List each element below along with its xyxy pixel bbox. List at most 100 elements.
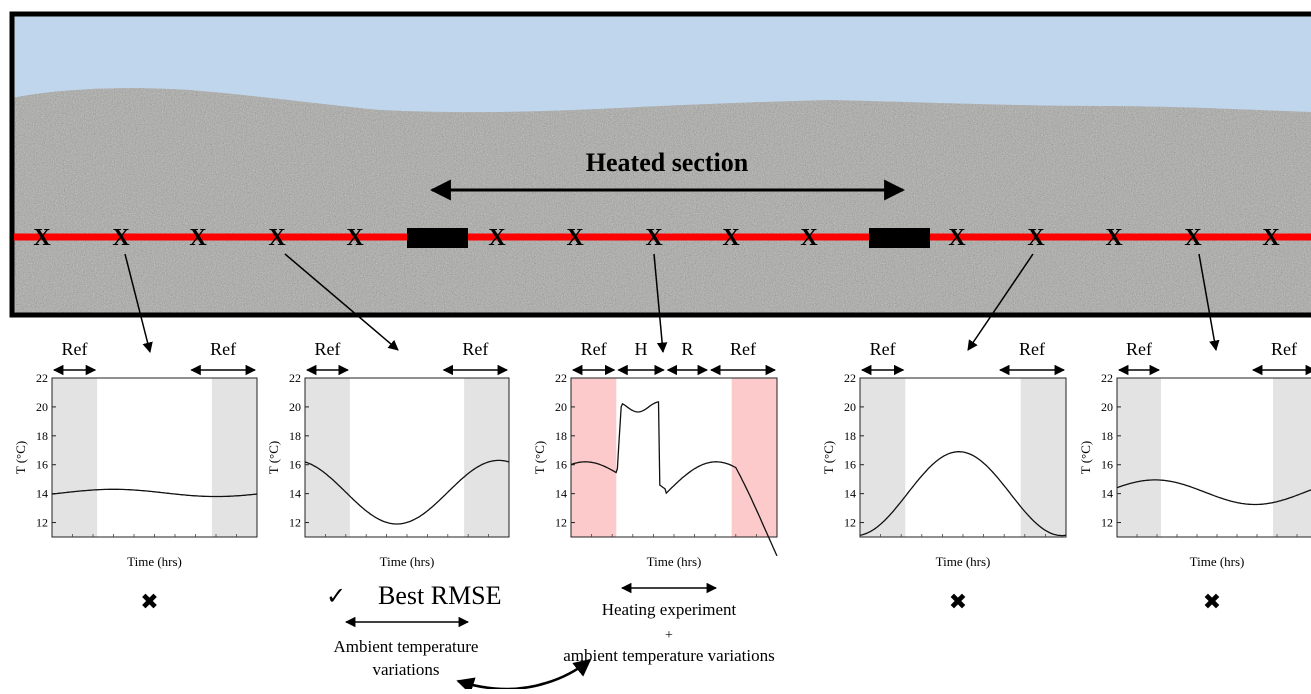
- sensor-marker-5: X: [346, 225, 364, 251]
- sensor-marker-15: X: [1262, 225, 1280, 251]
- y-tick-label: 22: [36, 371, 48, 385]
- y-axis-label: T (°C): [1078, 441, 1093, 474]
- soil-texture: [12, 88, 1311, 315]
- y-tick-label: 20: [36, 400, 48, 414]
- temperature-plot-4: 22 20 18 16 14 12 T (°C) Time (hrs) Ref Ref ✖: [821, 339, 1067, 614]
- heater-block-right: [869, 228, 930, 248]
- sensor-marker-1: X: [33, 225, 51, 251]
- ref-window-right: [464, 378, 509, 537]
- ref-window-right: [731, 378, 777, 537]
- sensor-marker-3: X: [189, 225, 207, 251]
- ref-window-label: Ref: [1126, 339, 1152, 359]
- ref-window-label: Ref: [1271, 339, 1297, 359]
- ref-window-label: Ref: [730, 339, 756, 359]
- ref-window-label: Ref: [210, 339, 236, 359]
- ref-window-label: Ref: [581, 339, 607, 359]
- y-tick-label: 14: [1101, 487, 1113, 501]
- sensor-marker-12: X: [1027, 225, 1045, 251]
- temperature-curve: [304, 459, 510, 525]
- sensor-marker-9: X: [722, 225, 740, 251]
- y-tick-label: 16: [289, 458, 301, 472]
- y-axis-label: T (°C): [821, 441, 836, 474]
- best-rmse-label: Best RMSE: [378, 581, 502, 610]
- rejected-cross-icon: ✖: [949, 589, 967, 614]
- ref-window-right: [211, 378, 257, 537]
- y-tick-label: 20: [844, 400, 856, 414]
- sensor-marker-10: X: [800, 225, 818, 251]
- sensor-marker-11: X: [948, 225, 966, 251]
- sensor-marker-13: X: [1105, 225, 1123, 251]
- temperature-plot-2: 22 20 18 16 14 12 T (°C) Time (hrs) Ref Ref ✓: [266, 339, 510, 610]
- y-tick-label: 16: [555, 458, 567, 472]
- x-axis-label: Time (hrs): [380, 554, 435, 569]
- y-tick-label: 22: [1101, 371, 1113, 385]
- ref-window-left: [571, 378, 617, 537]
- temperature-plot-3: 22 20 18 16 14 12 T (°C) Time (hrs) Ref H R Ref: [532, 339, 778, 569]
- pointer-arrow-plot-3: [653, 253, 668, 354]
- pointer-arrow-plot-2: [284, 253, 399, 351]
- temperature-plot-5: 22 20 18 16 14 12 T (°C) Time (hrs) Ref Ref ✖: [1078, 339, 1311, 614]
- y-tick-label: 16: [1101, 458, 1113, 472]
- recovery-window-label: R: [681, 339, 693, 359]
- y-tick-label: 12: [555, 516, 567, 530]
- comparison-curved-arrow: [456, 658, 592, 694]
- y-tick-label: 16: [844, 458, 856, 472]
- y-tick-label: 18: [844, 429, 856, 443]
- heating-window-label: H: [635, 339, 648, 359]
- ref-window-right: [1020, 378, 1066, 537]
- rejected-cross-icon: ✖: [140, 589, 158, 614]
- sensor-marker-6: X: [488, 225, 506, 251]
- ground-frame: [9, 11, 1311, 318]
- temperature-curve: [570, 401, 778, 557]
- temperature-curve: [51, 488, 258, 498]
- sensor-marker-2: X: [112, 225, 130, 251]
- heating-label-line2: ambient temperature variations: [563, 646, 774, 665]
- y-tick-label: 18: [555, 429, 567, 443]
- x-axis-label: Time (hrs): [647, 554, 702, 569]
- ref-window-label: Ref: [314, 339, 340, 359]
- y-tick-label: 14: [844, 487, 856, 501]
- rejected-cross-icon: ✖: [1203, 589, 1221, 614]
- sensor-marker-4: X: [268, 225, 286, 251]
- heating-label-plus: +: [665, 628, 673, 643]
- ambient-label-line2: variations: [372, 660, 439, 679]
- y-tick-label: 18: [36, 429, 48, 443]
- x-axis-label: Time (hrs): [127, 554, 182, 569]
- y-tick-label: 20: [289, 400, 301, 414]
- pointer-arrow-plot-5: [1198, 253, 1220, 352]
- y-tick-label: 12: [36, 516, 48, 530]
- sensor-marker-7: X: [566, 225, 584, 251]
- ref-window-label: Ref: [870, 339, 896, 359]
- sensor-marker-14: X: [1184, 225, 1202, 251]
- x-axis-label: Time (hrs): [936, 554, 991, 569]
- y-tick-label: 18: [1101, 429, 1113, 443]
- y-tick-label: 20: [555, 400, 567, 414]
- y-tick-label: 12: [289, 516, 301, 530]
- y-axis-label: T (°C): [532, 441, 547, 474]
- y-tick-label: 14: [555, 487, 567, 501]
- y-tick-label: 18: [289, 429, 301, 443]
- ref-window-left: [1117, 378, 1161, 537]
- pointer-arrow-plot-4: [967, 253, 1034, 351]
- y-tick-label: 16: [36, 458, 48, 472]
- y-tick-label: 22: [844, 371, 856, 385]
- ref-window-label: Ref: [1019, 339, 1045, 359]
- heating-label-line1: Heating experiment: [602, 600, 737, 619]
- x-axis-label: Time (hrs): [1190, 554, 1245, 569]
- y-axis-label: T (°C): [13, 441, 28, 474]
- y-axis-label: T (°C): [266, 441, 281, 474]
- y-tick-label: 22: [555, 371, 567, 385]
- y-tick-label: 12: [844, 516, 856, 530]
- y-tick-label: 22: [289, 371, 301, 385]
- temperature-curve: [859, 451, 1067, 537]
- sensor-marker-8: X: [645, 225, 663, 251]
- ground-section: [12, 14, 1311, 315]
- heater-block-left: [407, 228, 468, 248]
- y-tick-label: 20: [1101, 400, 1113, 414]
- temperature-plots: 22 20 18 16 14 12 T (°C) Time (hrs) Ref Ref ✖ 22 20 1…: [13, 339, 1311, 614]
- ref-window-left: [52, 378, 98, 537]
- ref-window-left: [860, 378, 906, 537]
